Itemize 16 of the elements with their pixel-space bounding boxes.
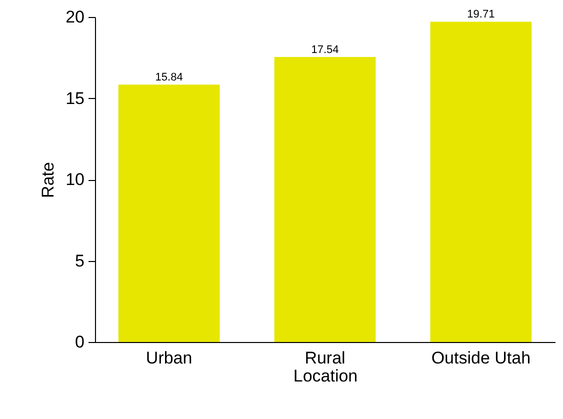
y-tick-label: 10 xyxy=(66,170,84,189)
data-label: 17.54 xyxy=(311,44,339,56)
x-axis-title: Location xyxy=(293,366,358,386)
y-tick-label: 20 xyxy=(66,8,84,26)
x-tick-label: Rural xyxy=(304,348,346,368)
y-tick-label: 5 xyxy=(75,251,84,270)
bar xyxy=(118,84,220,342)
x-tick-label: Outside Utah xyxy=(431,348,531,368)
bar xyxy=(274,56,376,342)
data-label: 15.84 xyxy=(155,72,183,84)
y-tick-label: 0 xyxy=(75,332,84,352)
y-axis-title: Rate xyxy=(38,162,58,198)
y-tick-label: 15 xyxy=(66,88,84,108)
data-label: 19.71 xyxy=(467,8,495,21)
bar xyxy=(430,22,532,342)
x-tick-label: Urban xyxy=(146,348,192,368)
